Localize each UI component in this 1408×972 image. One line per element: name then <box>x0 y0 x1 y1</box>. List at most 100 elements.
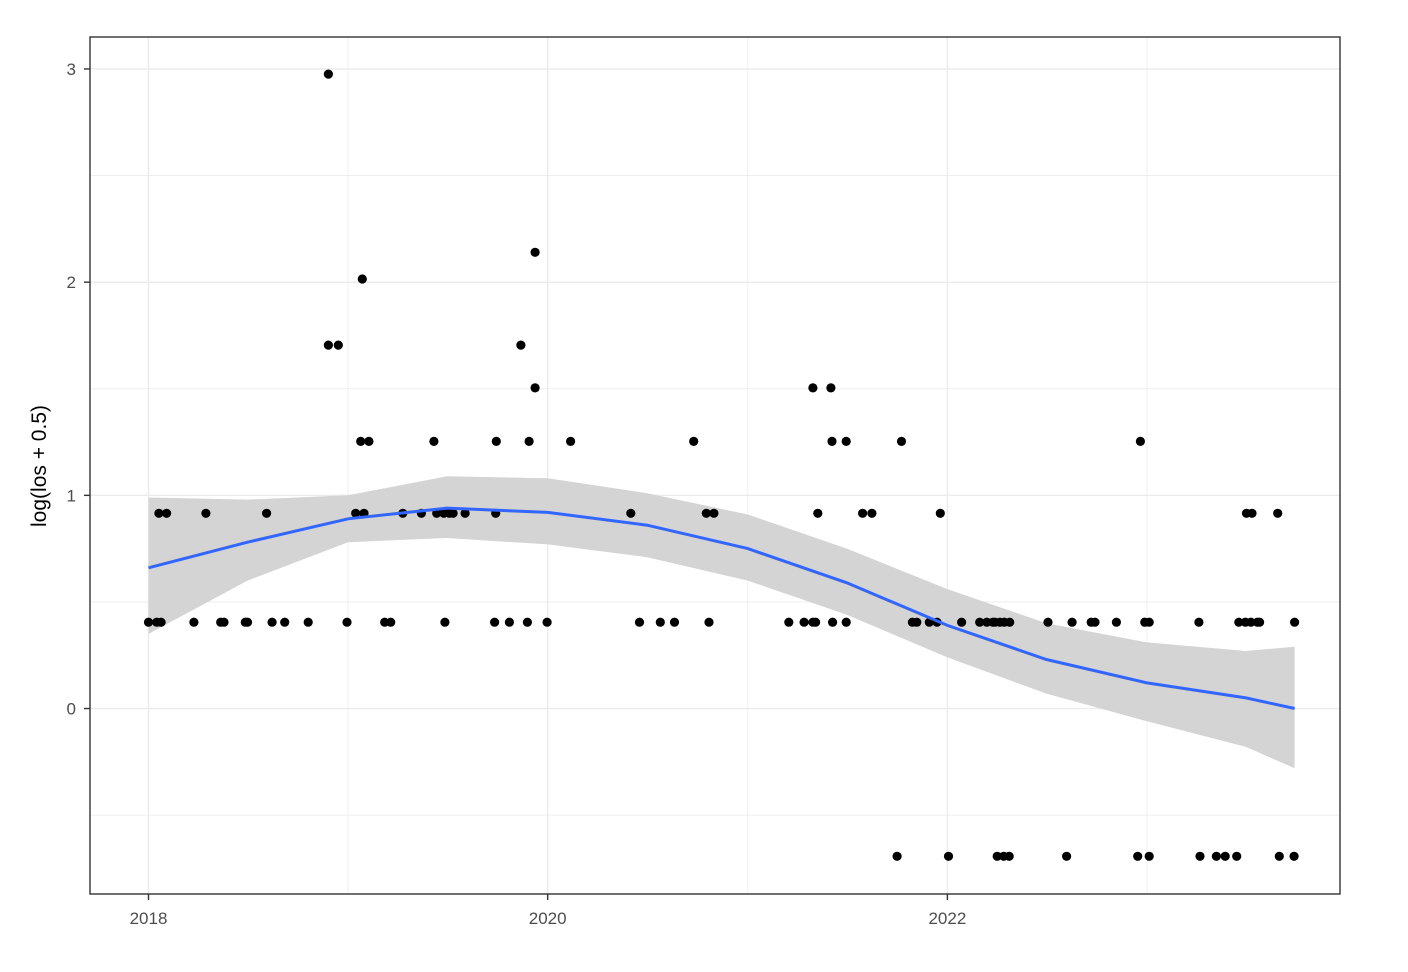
data-point <box>342 617 352 627</box>
data-point <box>490 617 500 627</box>
data-point <box>156 617 166 627</box>
panel-border <box>89 36 1341 895</box>
data-point <box>704 617 714 627</box>
data-point <box>524 436 534 446</box>
data-point <box>566 436 576 446</box>
data-point <box>1062 851 1072 861</box>
data-point <box>935 508 945 518</box>
data-point <box>841 617 851 627</box>
data-point <box>303 617 313 627</box>
y-tick-label: 3 <box>67 60 76 79</box>
data-point <box>1090 617 1100 627</box>
smooth-trend-line <box>148 506 1295 710</box>
data-point <box>1144 617 1154 627</box>
data-point <box>1004 851 1014 861</box>
data-point <box>1135 436 1145 446</box>
data-point <box>262 508 272 518</box>
data-point <box>219 617 229 627</box>
data-point <box>826 383 836 393</box>
data-point <box>429 436 439 446</box>
data-points <box>143 69 1300 861</box>
data-point <box>504 617 514 627</box>
data-point <box>784 617 794 627</box>
data-point <box>1111 617 1121 627</box>
data-point <box>189 617 199 627</box>
data-point <box>242 617 253 627</box>
data-point <box>280 617 290 627</box>
data-point <box>813 508 823 518</box>
data-point <box>1247 508 1257 518</box>
data-point <box>669 617 680 627</box>
data-point <box>1289 851 1299 861</box>
panel-background <box>90 37 1340 894</box>
data-point <box>957 617 967 627</box>
data-point <box>356 436 366 446</box>
data-point <box>201 508 211 518</box>
data-point <box>432 508 442 518</box>
data-point <box>448 508 458 518</box>
data-point <box>386 617 396 627</box>
data-point <box>1043 617 1053 627</box>
data-point <box>943 851 954 861</box>
x-axis: 2018 2020 2022 <box>130 894 966 928</box>
y-tick-label: 1 <box>67 486 76 505</box>
data-point <box>440 617 450 627</box>
data-point <box>1194 617 1204 627</box>
data-point <box>542 617 552 627</box>
data-point <box>460 508 470 518</box>
data-point <box>896 436 907 446</box>
data-point <box>1255 617 1265 627</box>
data-point <box>1067 617 1077 627</box>
data-point <box>1133 851 1143 861</box>
confidence-band <box>148 476 1295 769</box>
y-tick-label: 2 <box>67 273 76 292</box>
data-point <box>992 851 1002 861</box>
data-point <box>491 436 501 446</box>
data-point <box>267 617 277 627</box>
y-tick-label: 0 <box>67 700 76 719</box>
data-point <box>626 508 636 518</box>
data-point <box>975 617 985 627</box>
data-point <box>1232 851 1242 861</box>
data-point <box>799 617 809 627</box>
data-point <box>516 340 526 350</box>
data-point <box>162 508 172 518</box>
data-point <box>1234 617 1244 627</box>
data-point <box>357 274 367 284</box>
data-point <box>867 508 877 518</box>
x-tick-label: 2020 <box>529 909 567 928</box>
data-point <box>530 383 540 393</box>
data-point <box>841 436 851 446</box>
data-point <box>828 617 838 627</box>
data-point <box>1290 617 1300 627</box>
data-point <box>154 508 164 518</box>
data-point <box>143 617 154 627</box>
data-point <box>689 436 699 446</box>
data-point <box>364 436 374 446</box>
grid-lines <box>90 37 1340 894</box>
x-tick-label: 2018 <box>130 909 168 928</box>
data-point <box>808 383 818 393</box>
data-point <box>522 617 533 627</box>
y-axis-title: log(los + 0.5) <box>28 405 51 527</box>
data-point <box>655 617 665 627</box>
data-point <box>1274 851 1284 861</box>
data-point <box>1220 851 1230 861</box>
data-point <box>701 508 711 518</box>
y-axis: 0 1 2 3 <box>67 60 90 719</box>
data-point <box>1246 617 1256 627</box>
data-point <box>1144 851 1154 861</box>
x-tick-label: 2022 <box>928 909 966 928</box>
data-point <box>323 69 333 79</box>
data-point <box>1211 851 1221 861</box>
data-point <box>912 617 922 627</box>
data-point <box>1195 851 1205 861</box>
data-point <box>530 247 540 257</box>
data-point <box>827 436 837 446</box>
data-point <box>634 617 645 627</box>
data-point <box>351 508 361 518</box>
data-point <box>858 508 868 518</box>
data-point <box>892 851 902 861</box>
data-point <box>323 340 333 350</box>
